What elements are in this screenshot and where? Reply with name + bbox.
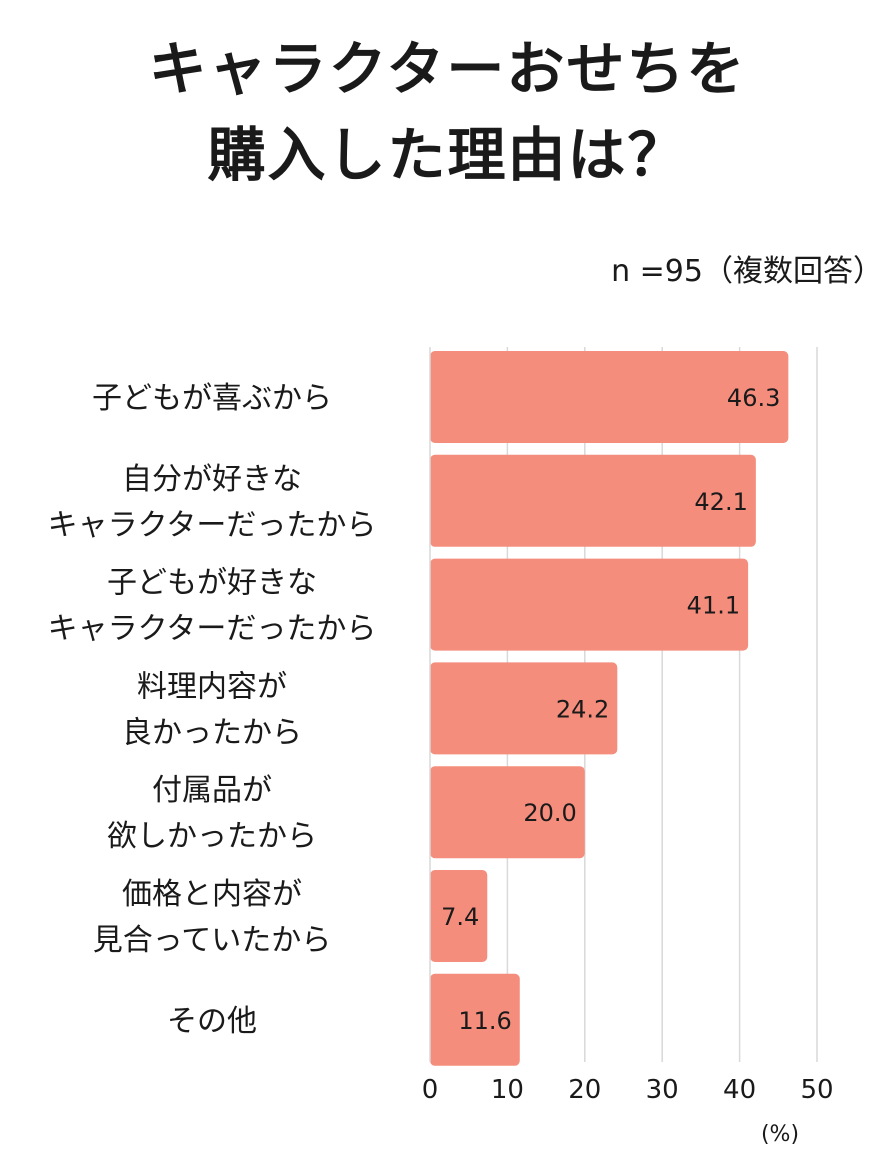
x-tick-label: 50 xyxy=(800,1075,833,1105)
x-tick-label: 0 xyxy=(422,1075,439,1105)
value-label: 42.1 xyxy=(694,488,747,516)
category-label: 料理内容が xyxy=(137,669,287,704)
category-label: キャラクターだったから xyxy=(48,508,377,543)
category-label: 良かったから xyxy=(122,715,302,750)
category-label: 価格と内容が xyxy=(122,877,302,912)
bar xyxy=(430,454,756,547)
bar xyxy=(430,870,488,962)
sample-note: n =95（複数回答） xyxy=(611,254,883,289)
category-label: 自分が好きな xyxy=(122,462,302,497)
bar xyxy=(430,662,618,755)
bar xyxy=(430,558,749,651)
x-tick-label: 30 xyxy=(646,1075,679,1105)
bar xyxy=(430,973,520,1066)
category-label: その他 xyxy=(167,1004,257,1039)
bar xyxy=(430,351,789,443)
value-label: 41.1 xyxy=(687,592,740,620)
category-label: 子どもが好きな xyxy=(107,566,317,601)
category-label: キャラクターだったから xyxy=(48,612,377,647)
category-label: 子どもが喜ぶから xyxy=(92,381,332,416)
x-tick-label: 40 xyxy=(723,1075,756,1105)
x-tick-label: 10 xyxy=(491,1075,524,1105)
value-label: 24.2 xyxy=(556,695,609,723)
value-label: 11.6 xyxy=(458,1007,511,1035)
category-label: 見合っていたから xyxy=(93,923,332,958)
bar xyxy=(430,766,585,859)
value-label: 7.4 xyxy=(441,903,479,931)
value-label: 46.3 xyxy=(727,384,780,412)
x-unit-label: (%) xyxy=(761,1122,799,1147)
category-label: 付属品が xyxy=(152,773,272,808)
chart-title-line-2: 購入した理由は？ xyxy=(207,121,688,189)
category-label: 欲しかったから xyxy=(107,819,317,854)
x-tick-label: 20 xyxy=(568,1075,601,1105)
chart-title-line-1: キャラクターおせちを xyxy=(148,35,747,103)
value-label: 20.0 xyxy=(523,799,576,827)
